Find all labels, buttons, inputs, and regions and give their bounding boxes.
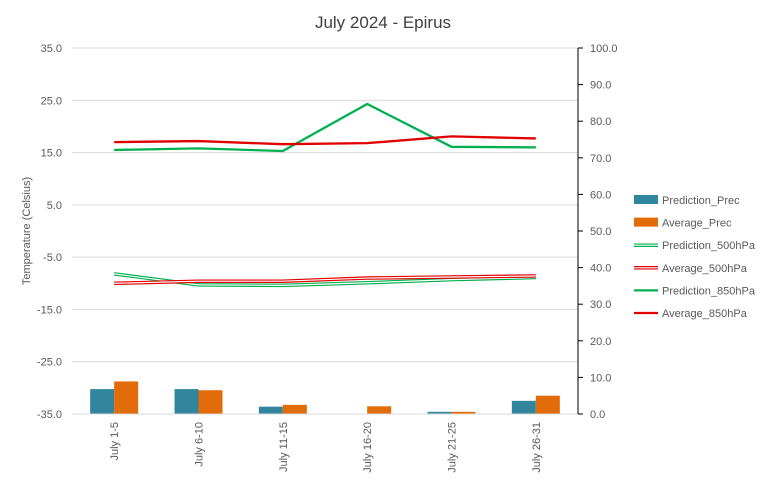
bar-series (90, 381, 560, 415)
legend-label: Prediction_500hPa (662, 240, 756, 252)
x-tick-label: July 26-31 (531, 422, 543, 473)
legend-label: Average_500hPa (662, 263, 748, 275)
y-tick-label: -15.0 (37, 304, 62, 316)
x-tick-label: July 16-20 (362, 422, 374, 473)
y2-tick-label: 40.0 (590, 263, 611, 275)
y2-tick-label: 100.0 (590, 43, 618, 55)
bar-prediction-prec (258, 406, 283, 414)
y2-tick-label: 50.0 (590, 226, 611, 238)
bar-average-prec (451, 411, 476, 414)
x-tick-label: July 11-15 (278, 422, 290, 472)
x-tick-label: July 21-25 (447, 422, 459, 473)
bar-prediction-prec (174, 389, 199, 414)
bar-average-prec (282, 404, 307, 414)
y-axis-label: Temperature (Celsius) (21, 177, 33, 285)
bar-average-prec (535, 395, 560, 414)
legend-label: Average_850hPa (662, 308, 748, 320)
y-tick-label: 35.0 (41, 43, 62, 55)
tick-labels: 35.0 25.0 15.0 5.0 -5.0 -15.0 -25.0 -35.0 100.0 9… (37, 43, 618, 473)
y-tick-label: 25.0 (41, 95, 62, 107)
legend-swatch (634, 195, 658, 204)
y2-tick-label: 80.0 (590, 116, 611, 128)
y2-tick-label: 70.0 (590, 153, 611, 165)
y2-tick-label: 90.0 (590, 80, 611, 92)
y2-tick-label: 60.0 (590, 189, 611, 201)
y2-tick-label: 30.0 (590, 299, 611, 311)
legend-swatch (634, 217, 658, 227)
x-tick-label: July 1-5 (109, 422, 121, 461)
legend-label: Prediction_850hPa (662, 285, 756, 297)
bar-prediction-prec (511, 400, 536, 414)
legend-label: Prediction_Prec (662, 195, 740, 207)
y-tick-label: -25.0 (37, 357, 62, 369)
line-prediction-850hpa (114, 102, 536, 153)
y-tick-label: 5.0 (47, 200, 62, 212)
y-tick-label: 15.0 (41, 148, 62, 160)
x-tick-label: July 6-10 (194, 422, 206, 467)
bar-average-prec (198, 390, 223, 414)
y2-tick-label: 10.0 (590, 372, 611, 384)
line-average-850hpa (114, 135, 536, 146)
y2-tick-label: 0.0 (590, 409, 605, 421)
bar-prediction-prec (427, 411, 452, 414)
legend-label: Average_Prec (662, 218, 732, 230)
bar-average-prec (114, 381, 139, 414)
y-tick-label: -35.0 (37, 409, 62, 421)
gridlines (72, 47, 578, 363)
axes (72, 47, 583, 415)
y2-tick-label: 20.0 (590, 336, 611, 348)
chart-title: July 2024 - Epirus (315, 13, 451, 32)
line-series (113, 102, 536, 288)
line-average-500hpa-inner (114, 275, 536, 284)
bar-average-prec (367, 406, 392, 414)
bar-prediction-prec (90, 389, 115, 414)
legend: Prediction_Prec Average_Prec Prediction_50… (634, 195, 756, 320)
y-tick-label: -5.0 (43, 252, 62, 264)
